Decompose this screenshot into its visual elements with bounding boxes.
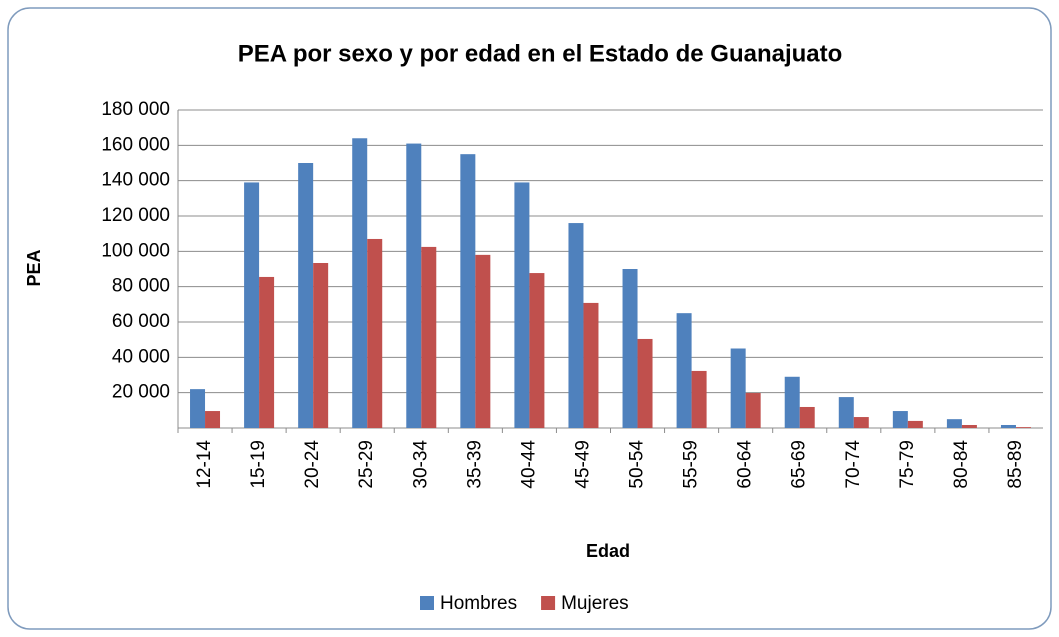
bar [784,376,800,428]
x-tick-label: 85-89 [1005,440,1026,489]
bar [583,302,599,428]
bar [421,246,437,428]
bar [352,138,368,428]
x-tick-label: 75-79 [897,440,918,489]
bar [946,419,962,428]
y-tick-label: 140 000 [101,170,170,191]
y-tick-label: 160 000 [101,134,170,155]
bar [637,338,653,428]
x-tick-label: 65-69 [789,440,810,489]
y-tick-label: 120 000 [101,205,170,226]
y-tick-label: 20 000 [112,382,170,403]
x-tick-label: 15-19 [248,440,269,489]
bar [475,254,491,428]
bar [514,182,530,428]
bar [745,393,761,428]
bar [460,154,476,428]
bar [622,269,638,428]
bar [676,313,692,428]
y-tick-label: 100 000 [101,240,170,261]
x-tick-label: 30-34 [410,440,431,489]
bar [853,417,869,428]
bar [529,273,545,428]
x-axis-label: Edad [586,541,630,561]
bar [1015,427,1031,428]
bar [205,411,221,428]
bar [259,276,275,428]
x-tick-label: 25-29 [356,440,377,489]
bar [838,397,854,428]
bar [190,389,206,428]
legend-label: Mujeres [561,593,629,614]
bar [406,143,422,429]
bar [244,182,260,428]
x-tick-label: 40-44 [518,440,539,489]
x-tick-label: 12-14 [194,440,215,489]
bar [799,406,815,428]
y-axis-label: PEA [24,249,44,286]
x-tick-label: 70-74 [843,440,864,489]
bar [1000,424,1016,428]
x-tick-label: 80-84 [951,440,972,489]
x-tick-label: 35-39 [464,440,485,489]
x-tick-label: 60-64 [735,440,756,489]
bar [313,262,329,428]
x-tick-label: 20-24 [302,440,323,489]
bar [367,238,383,428]
bar [907,420,923,428]
chart-title: PEA por sexo y por edad en el Estado de … [238,40,843,67]
bar [691,370,707,428]
x-tick-label: 50-54 [627,440,648,489]
legend-swatch [541,596,556,610]
y-tick-label: 180 000 [101,99,170,120]
y-tick-label: 40 000 [112,346,170,367]
x-tick-label: 55-59 [681,440,702,489]
legend-swatch [420,596,434,610]
y-tick-label: 60 000 [112,311,170,332]
legend-label: Hombres [440,593,517,614]
x-tick-label: 45-49 [572,440,593,489]
bar [961,424,977,428]
bar [730,348,746,428]
y-tick-label: 80 000 [112,276,170,297]
bar [298,163,314,428]
bar [568,223,584,428]
bar [892,411,908,428]
